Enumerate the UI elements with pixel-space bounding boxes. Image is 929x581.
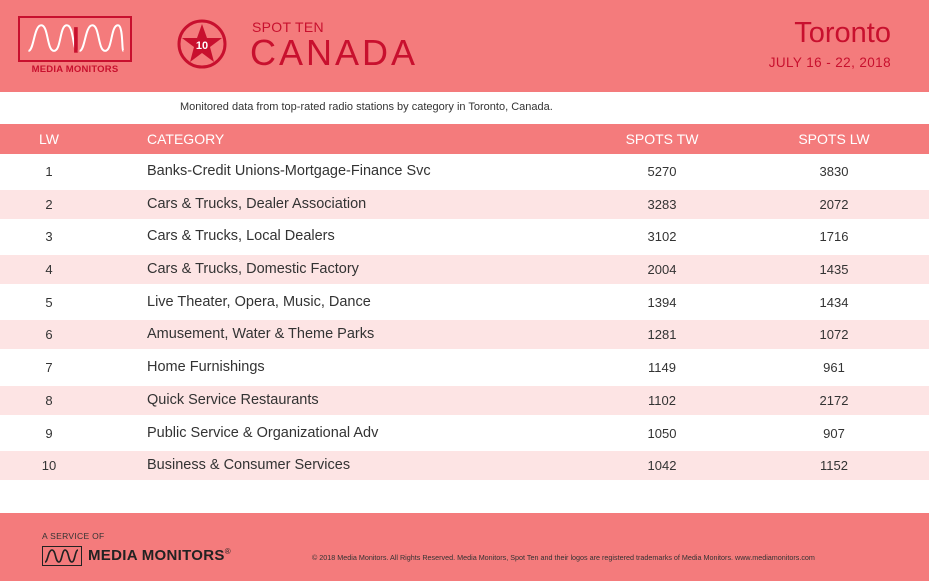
table-row: 2 Cars & Trucks, Dealer Association 3283… (0, 189, 929, 219)
row-category: Public Service & Organizational Adv (147, 424, 379, 441)
header-band: MEDIA MONITORS 10 SPOT TEN CANADA Toront… (0, 0, 929, 92)
footer-band: A SERVICE OF MEDIA MONITORS® © 2018 Medi… (0, 513, 929, 581)
service-of-label: A SERVICE OF (42, 531, 105, 541)
table-row: 8 Quick Service Restaurants 1102 2172 (0, 385, 929, 415)
row-spots-lw: 1152 (820, 458, 848, 474)
media-monitors-logo-icon (18, 16, 132, 62)
row-spots-tw: 1394 (647, 294, 677, 310)
row-spots-tw: 1102 (648, 392, 676, 408)
table-row: 5 Live Theater, Opera, Music, Dance 1394… (0, 288, 929, 317)
row-spots-tw: 3102 (647, 229, 677, 245)
row-lw: 3 (45, 229, 53, 245)
column-header-spots-tw: SPOTS TW (625, 131, 699, 147)
table-row: 10 Business & Consumer Services 1042 115… (0, 451, 929, 481)
row-lw: 7 (45, 360, 53, 376)
row-spots-lw: 1435 (819, 262, 849, 278)
spot-ten-label: SPOT TEN (252, 19, 324, 35)
row-spots-lw: 2072 (819, 196, 849, 212)
column-header-category: CATEGORY (147, 131, 225, 147)
table-row: 6 Amusement, Water & Theme Parks 1281 10… (0, 320, 929, 350)
row-category: Banks-Credit Unions-Mortgage-Finance Svc (147, 163, 431, 179)
row-spots-tw: 2004 (647, 262, 677, 278)
copyright-text: © 2018 Media Monitors. All Rights Reserv… (312, 553, 815, 562)
logo-wordmark: MEDIA MONITORS (31, 64, 119, 75)
row-category: Cars & Trucks, Domestic Factory (147, 261, 359, 278)
subtitle: Monitored data from top-rated radio stat… (180, 101, 553, 113)
row-lw: 9 (45, 425, 53, 441)
table-row: 9 Public Service & Organizational Adv 10… (0, 419, 929, 448)
row-category: Cars & Trucks, Local Dealers (147, 228, 335, 245)
row-spots-tw: 1281 (647, 327, 677, 343)
footer-brand-mark: ® (224, 547, 231, 556)
row-spots-lw: 2172 (819, 392, 849, 408)
country-title: CANADA (250, 32, 419, 73)
row-spots-tw: 3283 (647, 196, 677, 212)
row-category: Home Furnishings (147, 359, 265, 376)
row-lw: 10 (41, 458, 57, 474)
row-spots-lw: 1716 (819, 229, 849, 245)
row-lw: 6 (45, 327, 53, 343)
row-category: Live Theater, Opera, Music, Dance (147, 293, 371, 310)
table-row: 4 Cars & Trucks, Domestic Factory 2004 1… (0, 255, 929, 285)
row-spots-tw: 1149 (648, 360, 676, 376)
table-row: 1 Banks-Credit Unions-Mortgage-Finance S… (0, 157, 929, 186)
row-lw: 1 (45, 164, 53, 179)
column-header-spots-lw: SPOTS LW (798, 131, 870, 147)
city-title: Toronto (794, 17, 891, 49)
row-spots-lw: 1434 (819, 294, 849, 310)
footer-logo-icon (42, 546, 82, 566)
table-row: 7 Home Furnishings 1149 961 (0, 353, 929, 382)
row-lw: 5 (45, 294, 53, 310)
table-body: 1 Banks-Credit Unions-Mortgage-Finance S… (0, 157, 929, 484)
date-range: JULY 16 - 22, 2018 (768, 55, 891, 70)
row-spots-tw: 1042 (647, 458, 677, 474)
star-badge-icon: 10 (177, 19, 227, 69)
row-category: Quick Service Restaurants (147, 391, 319, 408)
row-lw: 8 (45, 392, 53, 408)
table-header: LW CATEGORY SPOTS TW SPOTS LW (0, 124, 929, 154)
table-row: 3 Cars & Trucks, Local Dealers 3102 1716 (0, 222, 929, 251)
row-spots-lw: 1072 (819, 327, 849, 343)
row-spots-lw: 907 (823, 425, 845, 441)
row-category: Business & Consumer Services (147, 457, 351, 474)
row-spots-lw: 3830 (819, 164, 849, 179)
row-spots-lw: 961 (823, 360, 845, 376)
row-category: Cars & Trucks, Dealer Association (147, 195, 367, 212)
column-header-lw: LW (39, 131, 59, 147)
row-spots-tw: 5270 (647, 164, 677, 179)
row-lw: 4 (45, 262, 53, 278)
row-lw: 2 (45, 196, 53, 212)
badge-number: 10 (196, 40, 208, 52)
row-category: Amusement, Water & Theme Parks (147, 326, 375, 343)
footer-brand-text: MEDIA MONITORS (88, 547, 225, 564)
media-monitors-logo: MEDIA MONITORS (16, 16, 134, 75)
row-spots-tw: 1050 (647, 425, 677, 441)
footer-brand: MEDIA MONITORS® (88, 547, 231, 564)
